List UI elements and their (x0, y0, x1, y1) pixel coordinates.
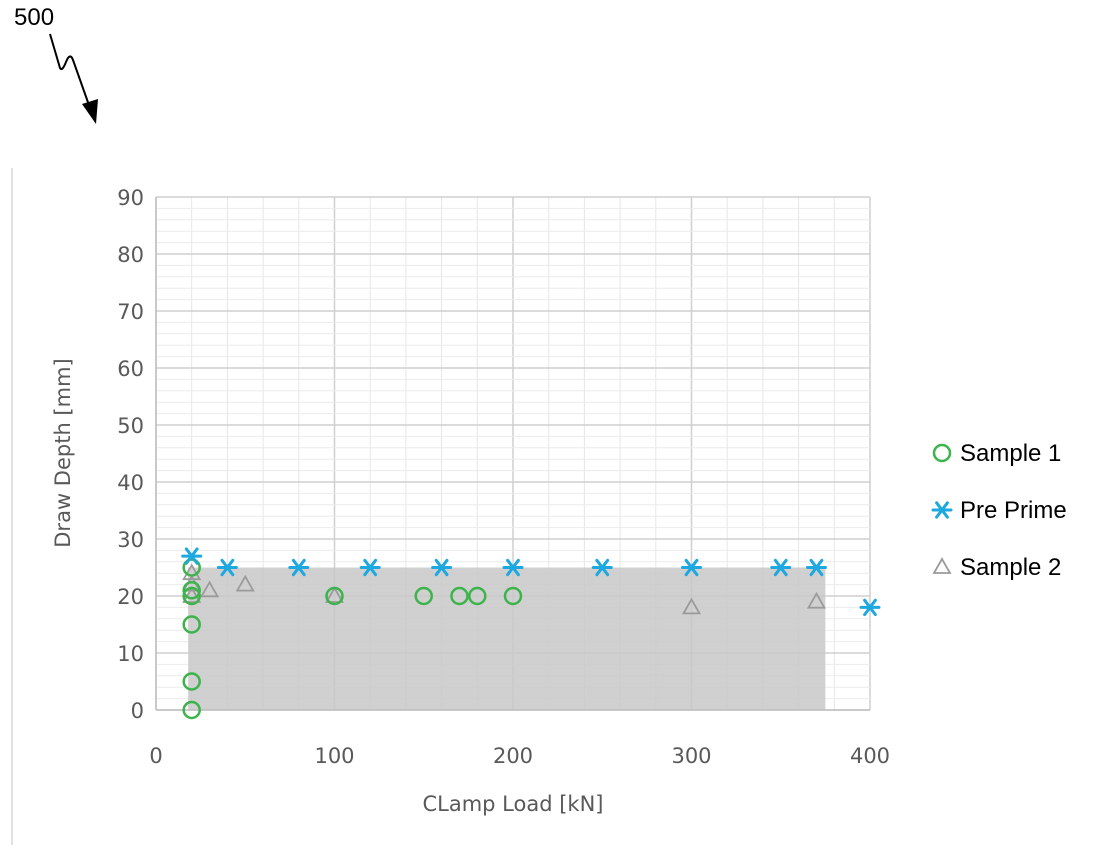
data-point (770, 558, 792, 577)
y-tick-label: 90 (117, 186, 144, 210)
data-point (182, 672, 201, 691)
data-point (235, 574, 255, 592)
y-tick-label: 70 (117, 300, 144, 324)
x-tick-label: 200 (493, 744, 533, 768)
data-point (182, 700, 201, 720)
tick-labels: 0 10 20 30 40 50 60 70 80 90 0 100 200 300 400 (117, 186, 890, 768)
data-point (288, 558, 310, 577)
data-point (859, 598, 881, 617)
data-point (503, 586, 523, 606)
data-point (805, 558, 827, 577)
data-point (182, 558, 201, 577)
data-point (591, 558, 613, 577)
legend-marker (932, 557, 952, 574)
figure-label: 500 (14, 4, 55, 31)
x-tick-label: 400 (850, 744, 890, 768)
data-point (502, 558, 524, 577)
y-tick-label: 80 (117, 243, 144, 267)
data-point (806, 591, 827, 609)
data-point (681, 558, 702, 577)
data-point (359, 558, 381, 577)
data-point (182, 581, 201, 600)
x-tick-label: 100 (314, 744, 354, 768)
data-point (325, 586, 344, 606)
y-tick-label: 30 (117, 528, 144, 552)
data-point (681, 597, 702, 615)
series-pre-prime (181, 547, 881, 617)
data-point (182, 586, 202, 603)
data-point (450, 586, 469, 606)
shaded-region-layer (188, 567, 826, 710)
x-axis-title: CLamp Load [kN] (422, 792, 603, 816)
axes (155, 197, 870, 711)
data-point (182, 615, 201, 634)
x-tick-label: 300 (671, 744, 711, 768)
data-point (182, 563, 202, 581)
data-point (216, 558, 238, 577)
legend-label: Sample 1 (960, 440, 1061, 467)
legend-marker (932, 443, 952, 463)
data-point (431, 558, 453, 577)
data-points (181, 547, 881, 720)
x-tick-label: 0 (149, 744, 162, 768)
y-tick-label: 0 (131, 699, 144, 723)
y-tick-label: 40 (117, 471, 144, 495)
series-sample-1 (182, 558, 523, 720)
legend-label: Sample 2 (960, 554, 1061, 581)
y-axis-title: Draw Depth [mm] (51, 358, 75, 547)
y-tick-label: 50 (117, 414, 144, 438)
data-point (414, 586, 433, 606)
data-point (182, 586, 201, 606)
data-point (181, 547, 203, 565)
legend-marker (931, 501, 953, 519)
y-tick-label: 10 (117, 642, 144, 666)
data-point (468, 586, 487, 606)
data-point (199, 580, 220, 598)
figure-arrow-icon (49, 33, 98, 124)
data-point (324, 586, 345, 603)
legend-label: Pre Prime (960, 497, 1067, 524)
y-tick-label: 60 (117, 357, 144, 381)
legend: Sample 1 Pre Prime Sample 2 (931, 440, 1067, 581)
y-tick-label: 20 (117, 585, 144, 609)
shaded-region (188, 567, 826, 710)
